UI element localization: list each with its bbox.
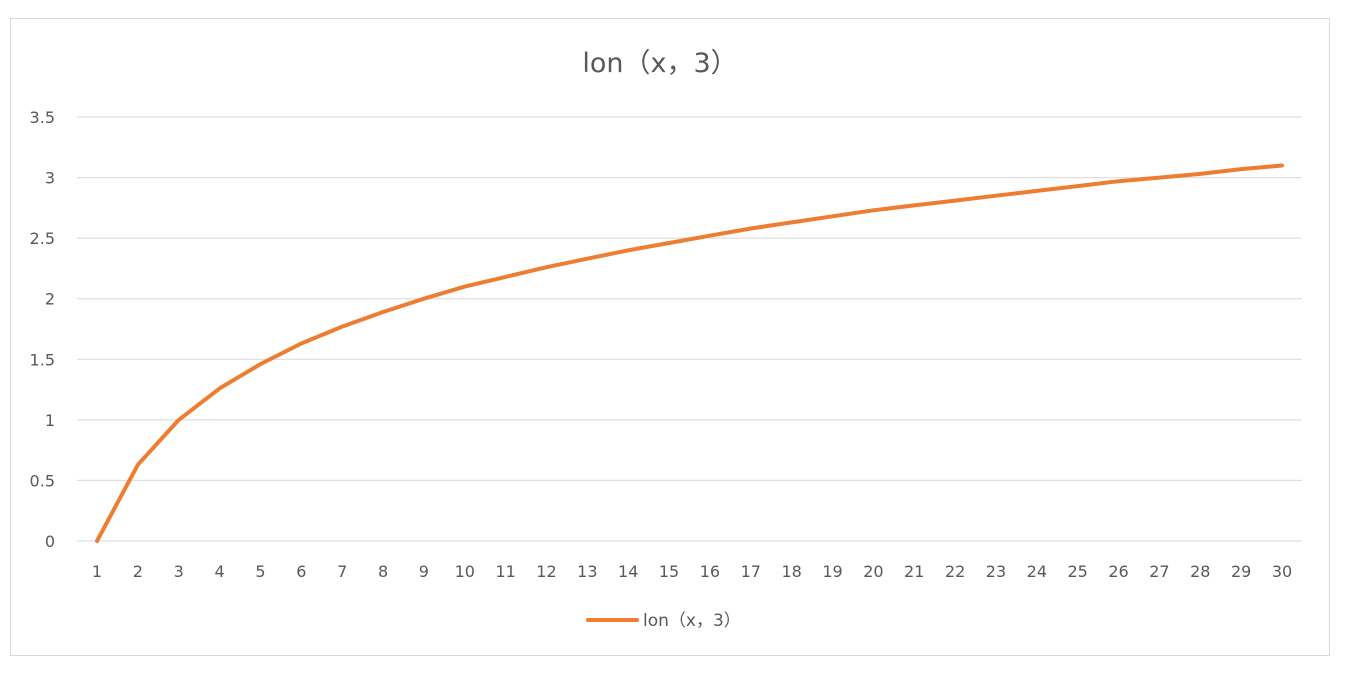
y-tick-label: 3 (45, 169, 55, 188)
x-tick-label: 20 (863, 562, 883, 581)
x-tick-label: 19 (822, 562, 842, 581)
x-tick-label: 28 (1190, 562, 1210, 581)
x-tick-label: 3 (174, 562, 184, 581)
x-tick-label: 27 (1149, 562, 1169, 581)
x-tick-label: 29 (1231, 562, 1251, 581)
y-tick-label: 0.5 (30, 471, 55, 490)
x-tick-label: 21 (904, 562, 924, 581)
x-tick-label: 13 (577, 562, 597, 581)
y-tick-label: 3.5 (30, 108, 55, 127)
x-tick-label: 11 (495, 562, 515, 581)
x-tick-label: 25 (1068, 562, 1088, 581)
series-layer (95, 163, 1284, 543)
y-tick-label: 2 (45, 290, 55, 309)
y-tick-label: 2.5 (30, 229, 55, 248)
x-tick-label: 12 (536, 562, 556, 581)
chart-title: lon（x，3） (582, 48, 737, 79)
x-tick-label: 9 (419, 562, 429, 581)
x-tick-label: 23 (986, 562, 1006, 581)
x-tick-label: 26 (1108, 562, 1128, 581)
x-tick-label: 15 (659, 562, 679, 581)
y-tick-label: 1 (45, 411, 55, 430)
legend-label: lon（x，3） (643, 611, 741, 631)
x-tick-label: 1 (92, 562, 102, 581)
x-axis-ticks: 1 2 3 4 5 6 7 8 9 10 11 12 13 14 15 16 17 18 19 20 21 22 23 24 2… (92, 562, 1292, 581)
x-tick-label: 24 (1027, 562, 1047, 581)
x-tick-label: 6 (296, 562, 306, 581)
y-axis-ticks: 0 0.5 1 1.5 2 2.5 3 3.5 (30, 108, 55, 551)
x-tick-label: 10 (455, 562, 475, 581)
legend: lon（x，3） (586, 611, 741, 631)
x-tick-label: 18 (781, 562, 801, 581)
x-tick-label: 17 (741, 562, 761, 581)
y-tick-label: 0 (45, 532, 55, 551)
x-tick-label: 8 (378, 562, 388, 581)
chart-frame (10, 18, 1330, 656)
x-tick-label: 2 (133, 562, 143, 581)
y-tick-label: 1.5 (30, 350, 55, 369)
x-tick-label: 30 (1272, 562, 1292, 581)
x-tick-label: 14 (618, 562, 638, 581)
x-tick-label: 4 (214, 562, 224, 581)
series-line (95, 163, 1284, 543)
x-tick-label: 7 (337, 562, 347, 581)
x-tick-label: 16 (700, 562, 720, 581)
x-tick-label: 22 (945, 562, 965, 581)
x-tick-label: 5 (255, 562, 265, 581)
